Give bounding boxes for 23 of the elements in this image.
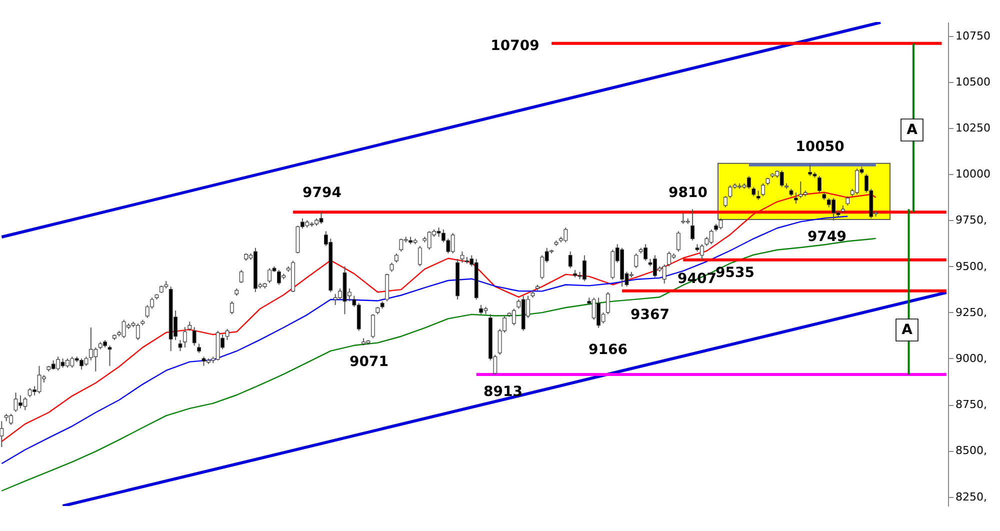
annotation: A (902, 322, 913, 338)
annotation: 10709 (490, 38, 540, 54)
y-tick-label: 8500, (956, 444, 987, 458)
annotation: 9794 (302, 185, 342, 201)
annotation: A (906, 122, 918, 138)
y-tick-label: 10000 (956, 168, 990, 181)
y-tick-label: 8750, (956, 398, 987, 412)
annotation: 10050 (796, 139, 845, 155)
y-tick-label: 10750 (956, 29, 990, 42)
y-tick-label: 8250, (956, 490, 987, 504)
annotation: 9367 (630, 307, 670, 323)
annotation: 9071 (350, 354, 388, 370)
annotation: 9166 (588, 342, 628, 358)
annotation: 9535 (716, 265, 754, 281)
y-tick-label: 9500, (956, 260, 987, 273)
y-tick-label: 10250 (956, 122, 990, 135)
annotation: 9810 (668, 185, 708, 201)
annotation: 9749 (808, 229, 846, 245)
y-tick-label: 9000, (956, 352, 987, 365)
annotation: 8913 (484, 384, 522, 400)
y-tick-label: 9750, (956, 214, 987, 227)
y-tick-label: 10500 (956, 75, 990, 88)
y-tick-label: 9250, (956, 306, 987, 319)
